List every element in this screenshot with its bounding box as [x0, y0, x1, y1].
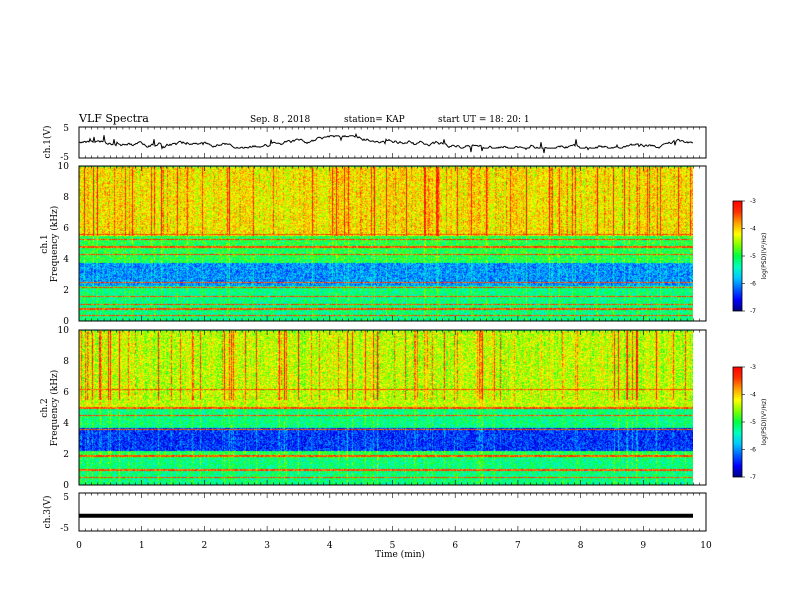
station-label: station= KAP: [344, 115, 405, 125]
date-label: Sep. 8 , 2018: [250, 115, 310, 125]
x-tick-label-7: 7: [515, 541, 521, 551]
ch1-colorbar: -3 -4 -5 -6 -7 log(PSD)(V²/Hz): [732, 198, 768, 315]
ch1-ytick-8: 8: [63, 193, 69, 203]
ch1-yticks: 0 2 4 6 8 10: [58, 162, 70, 327]
colorbar-tick-label: -5: [750, 253, 756, 260]
ch2-ytick-4: 4: [63, 419, 69, 429]
x-tick-label-9: 9: [640, 541, 646, 551]
ch2-yticks: 0 2 4 6 8 10: [58, 326, 70, 491]
colorbar-tick-label: -7: [750, 474, 756, 481]
ch1-ytick-4: 4: [63, 255, 69, 265]
ch1-ytick-6: 6: [63, 224, 69, 234]
ch2-spectrogram-panel: 0 2 4 6 8 10 ch.2 Frequency (kHz): [40, 326, 707, 491]
ch2-spectrogram-image: [79, 330, 693, 485]
ch2-colorbar-label: log(PSD)(V²/Hz): [761, 399, 768, 446]
ch1-trace: [78, 132, 693, 154]
ch1-ytick-10: 10: [58, 162, 70, 172]
colorbar-tick-label: -6: [750, 447, 756, 454]
ch3-xticks: [78, 493, 707, 531]
ch2-ytick-0: 0: [63, 481, 69, 491]
ch2-ylabel-channel: ch.2: [40, 398, 50, 417]
ch1-spectrogram-ticks: [78, 166, 707, 321]
ch2-ytick-6: 6: [63, 388, 69, 398]
x-axis-label: Time (min): [375, 549, 425, 560]
ch1-ytick-2: 2: [63, 286, 69, 296]
ch3-ylabel: ch.3(V): [42, 496, 53, 529]
colorbar-tick-label: -7: [750, 308, 756, 315]
ch2-ytick-10: 10: [58, 326, 70, 336]
ch2-spectrogram-ticks: [78, 330, 707, 485]
ch1-xticks: [78, 127, 707, 158]
x-tick-label-8: 8: [578, 541, 584, 551]
ch1-ytick-0: 0: [63, 317, 69, 327]
ch2-ylabel-frequency: Frequency (kHz): [49, 370, 60, 447]
ch2-colorbar-ticks: -3 -4 -5 -6 -7: [742, 364, 756, 481]
ch2-colorbar-gradient: [732, 366, 743, 478]
ch1-spectrogram-image: [79, 166, 693, 321]
ch1-ytick-bottom: -5: [60, 153, 69, 163]
colorbar-tick-label: -6: [750, 281, 756, 288]
ch1-colorbar-ticks: -3 -4 -5 -6 -7: [742, 198, 756, 315]
ch1-ylabel-channel: ch.1: [40, 234, 50, 253]
x-tick-label-10: 10: [700, 541, 712, 551]
ch2-ytick-2: 2: [63, 450, 69, 460]
x-tick-label-0: 0: [76, 541, 82, 551]
x-axis-tick-labels: 0 1 2 3 4 5 6 7 8 9 10: [76, 541, 712, 551]
ch1-colorbar-gradient: [732, 200, 743, 312]
figure-title: VLF Spectra: [78, 112, 149, 125]
colorbar-tick-label: -3: [750, 364, 756, 371]
ch3-ytick-top: 5: [63, 493, 69, 503]
ch1-colorbar-label: log(PSD)(V²/Hz): [761, 233, 768, 280]
ch1-ylabel-frequency: Frequency (kHz): [49, 206, 60, 283]
x-tick-label-6: 6: [452, 541, 458, 551]
x-tick-label-2: 2: [202, 541, 208, 551]
ch3-frame: [78, 492, 707, 532]
x-tick-label-1: 1: [139, 541, 145, 551]
ch2-colorbar: -3 -4 -5 -6 -7 log(PSD)(V²/Hz): [732, 364, 768, 481]
ch1-spectrogram-panel: 0 2 4 6 8 10 ch.1 Frequency (kHz): [40, 162, 707, 327]
x-tick-label-3: 3: [264, 541, 270, 551]
colorbar-tick-label: -3: [750, 198, 756, 205]
start-time-label: start UT = 18: 20: 1: [438, 115, 530, 125]
colorbar-tick-label: -5: [750, 419, 756, 426]
ch2-ytick-8: 8: [63, 357, 69, 367]
ch1-waveform-panel: 5 -5 ch.1(V): [42, 124, 707, 163]
x-tick-label-5: 5: [390, 541, 396, 551]
ch3-waveform-panel: 5 -5 ch.3(V): [42, 492, 707, 534]
ch3-ytick-bottom: -5: [60, 524, 69, 534]
x-tick-label-4: 4: [327, 541, 333, 551]
ch1-ytick-top: 5: [63, 124, 69, 134]
ch1-ylabel: ch.1(V): [42, 126, 53, 159]
colorbar-tick-label: -4: [750, 226, 756, 233]
colorbar-tick-label: -4: [750, 392, 756, 399]
